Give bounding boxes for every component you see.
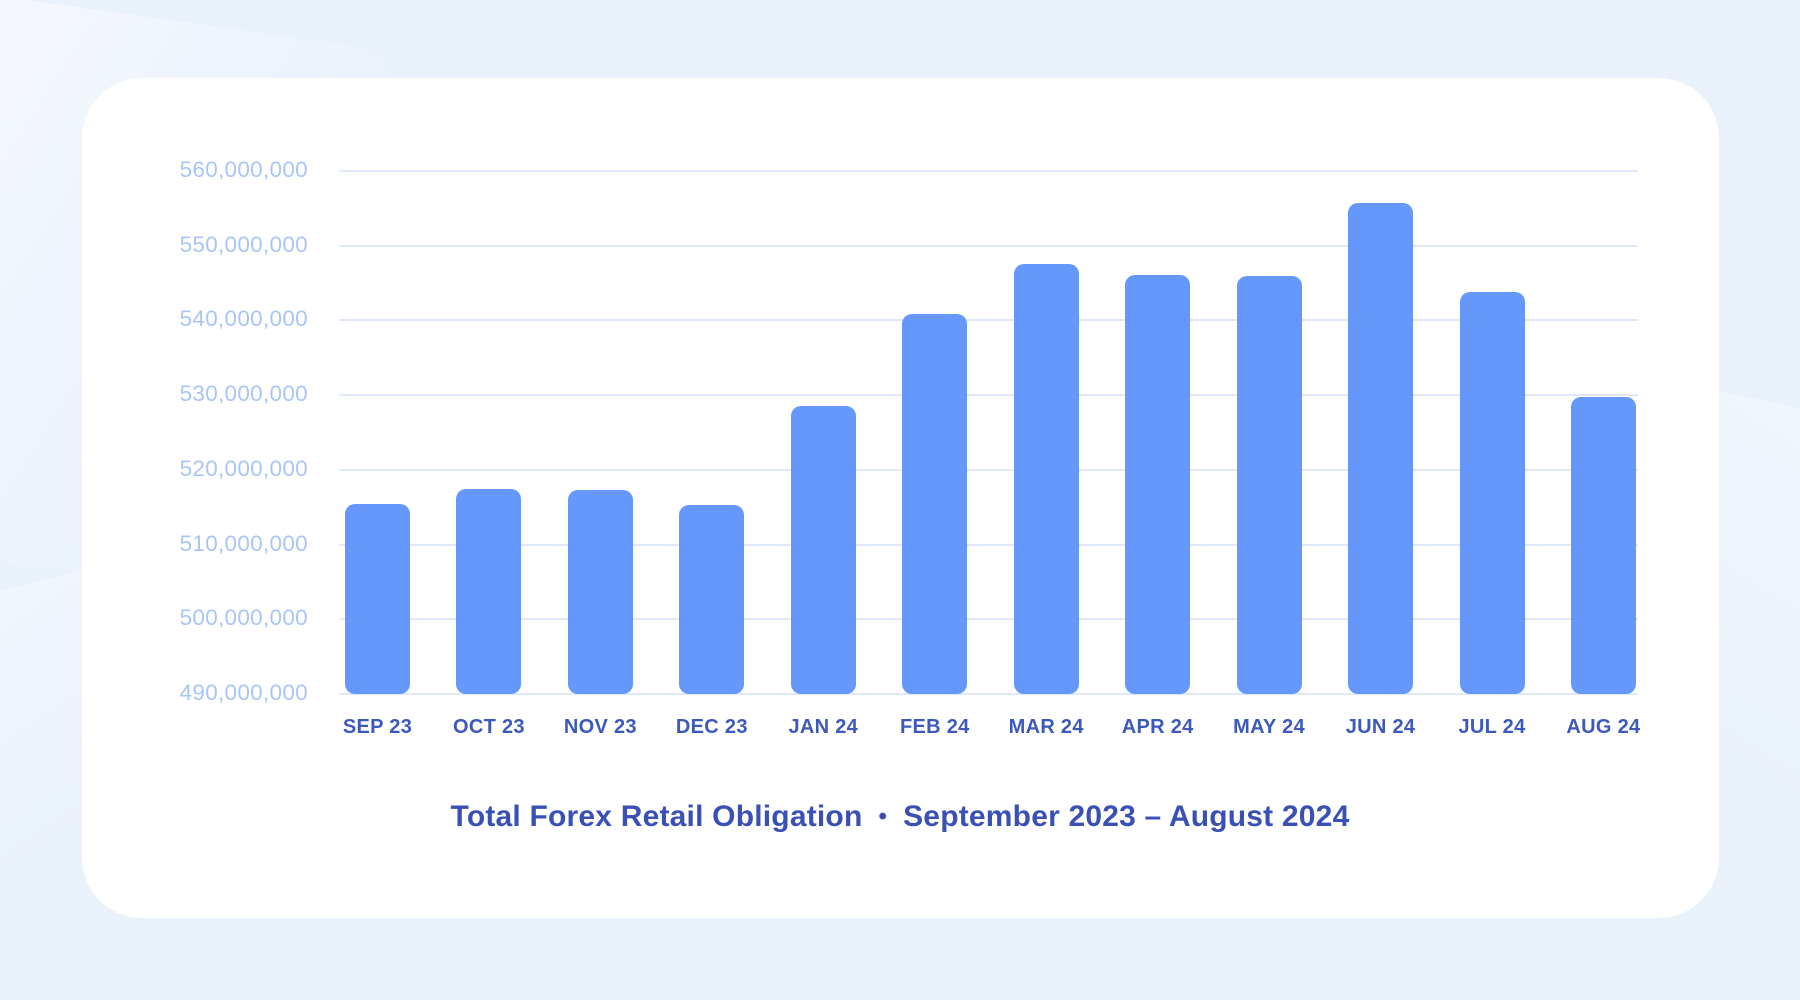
title-bullet-separator: • [878, 803, 888, 830]
bar-jul-24 [1459, 292, 1525, 694]
x-axis-tick-label: AUG 24 [1566, 716, 1641, 738]
y-axis-tick-label: 490,000,000 [179, 680, 308, 705]
bar-dec-23 [679, 504, 745, 694]
bar-jun-24 [1348, 203, 1414, 694]
x-axis-tick-label: JUN 24 [1345, 716, 1416, 738]
x-axis-tick-label: NOV 23 [563, 716, 637, 738]
x-axis-tick-label: JAN 24 [788, 716, 859, 738]
bar-mar-24 [1013, 263, 1079, 694]
x-axis-tick-label: MAY 24 [1233, 716, 1306, 738]
chart-title: Total Forex Retail Obligation • September … [0, 800, 1800, 834]
gridline [339, 618, 1638, 621]
bar-may-24 [1236, 275, 1302, 694]
x-axis-tick-label: APR 24 [1121, 716, 1194, 738]
y-axis-tick-label: 500,000,000 [179, 605, 308, 631]
gridline [339, 543, 1638, 546]
gridline [339, 170, 1638, 172]
bar-aug-24 [1570, 396, 1636, 694]
gridline [339, 394, 1638, 397]
x-axis-tick-label: FEB 24 [899, 716, 970, 738]
gridline [339, 468, 1638, 471]
x-axis-tick-label: MAR 24 [1008, 716, 1084, 738]
chart-title-range: September 2023 – August 2024 [903, 800, 1350, 833]
x-axis-tick-label: JUL 24 [1458, 716, 1526, 738]
x-axis-tick-label: SEP 23 [342, 716, 413, 738]
y-axis-tick-label: 530,000,000 [179, 381, 308, 407]
x-axis-tick-label: DEC 23 [675, 716, 748, 738]
bar-apr-24 [1125, 274, 1191, 694]
bar-sep-23 [345, 504, 410, 694]
y-axis-tick-label: 540,000,000 [179, 306, 308, 332]
chart-card [82, 78, 1719, 918]
y-axis-tick-label: 510,000,000 [179, 530, 308, 556]
gridline [339, 693, 1638, 695]
chart-title-main: Total Forex Retail Obligation [450, 800, 863, 833]
bar-oct-23 [456, 489, 522, 694]
bar-jan-24 [790, 406, 856, 694]
bar-feb-24 [902, 314, 968, 694]
bar-nov-23 [567, 490, 633, 694]
y-axis-tick-label: 550,000,000 [179, 231, 308, 257]
x-axis-tick-label: OCT 23 [453, 716, 525, 738]
gridline [339, 244, 1638, 247]
gridline [339, 319, 1638, 322]
y-axis-tick-label: 520,000,000 [179, 455, 308, 481]
y-axis-tick-label: 560,000,000 [179, 157, 308, 182]
